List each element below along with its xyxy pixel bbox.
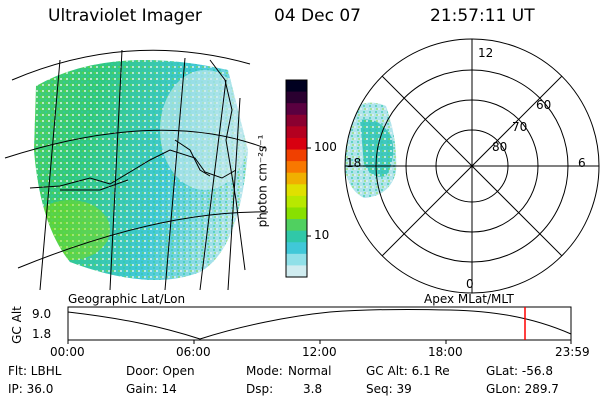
altitude-strip [67,306,572,344]
mlt-label-12: 12 [478,46,494,60]
colorbar-swatch [286,80,307,93]
geographic-image [4,49,269,291]
ip-status: IP: 36.0 [8,382,54,396]
time-tick-1800: 18:00 [428,345,463,359]
colorbar-swatch [286,172,307,185]
flt-status: Flt: LBHL [8,364,62,378]
colorbar-swatch [286,195,307,209]
date-label: 04 Dec 07 [274,6,361,26]
mlat-label-80: 80 [492,140,508,154]
mlat-label-70: 70 [512,120,528,134]
altitude-tick-low: 1.8 [32,327,52,341]
altitude-tick-high: 9.0 [32,307,52,321]
time-tick-0000: 00:00 [50,345,85,359]
mlat-label-60: 60 [536,98,552,112]
dsp-value: 3.8 [303,382,323,396]
coastline [29,149,237,189]
coastline-east [209,59,246,271]
colorbar-swatch [286,253,307,267]
glon-status: GLon: 289.7 [486,382,559,396]
colorbar-swatch [286,137,307,151]
geo-grid [4,49,269,291]
time-tick-2359: 23:59 [555,345,590,359]
polar-diagonal-2 [381,75,563,257]
altitude-curve [67,308,572,340]
colorbar [285,79,311,278]
colorbar-swatch [286,265,307,278]
colorbar-swatch [286,103,307,116]
glat-status: GLat: -56.8 [486,364,553,378]
colorbar-swatch [286,114,307,127]
mode-value: Normal [288,364,332,378]
door-status: Door: Open [126,364,195,378]
colorbar-swatch [286,207,307,220]
mlt-label-6: 6 [578,156,586,170]
colorbar-swatch [286,184,307,197]
colorbar-tick-100: 100 [314,140,337,154]
colorbar-swatch [286,242,307,255]
geographic-label: Geographic Lat/Lon [68,292,186,306]
gc-alt-status: GC Alt: 6.1 Re [366,364,450,378]
colorbar-tick-10: 10 [314,228,330,242]
time-label: 21:57:11 UT [430,6,535,26]
colorbar-swatch [286,161,307,174]
apex-label: Apex MLat/MLT [424,292,514,306]
mlt-label-0: 0 [466,277,474,291]
colorbar-frame [285,79,308,278]
colorbar-unit-label: photon cm⁻²s⁻¹ [255,134,270,228]
colorbar-swatch [286,126,307,139]
colorbar-swatch [286,230,307,243]
instrument-title: Ultraviolet Imager [48,6,202,26]
time-tick-1200: 12:00 [302,345,337,359]
colorbar-swatch [286,149,307,162]
colorbar-swatch [286,219,307,232]
colorbar-swatch [286,91,307,104]
altitude-axis-label: GC Alt [9,306,24,344]
dsp-label: Dsp: [246,382,274,396]
mlt-label-18: 18 [346,156,362,170]
gain-status: Gain: 14 [126,382,177,396]
seq-status: Seq: 39 [366,382,412,396]
time-tick-0600: 06:00 [176,345,211,359]
altitude-frame [67,306,572,341]
mode-label: Mode: [246,364,283,378]
polar-plot [344,38,600,294]
